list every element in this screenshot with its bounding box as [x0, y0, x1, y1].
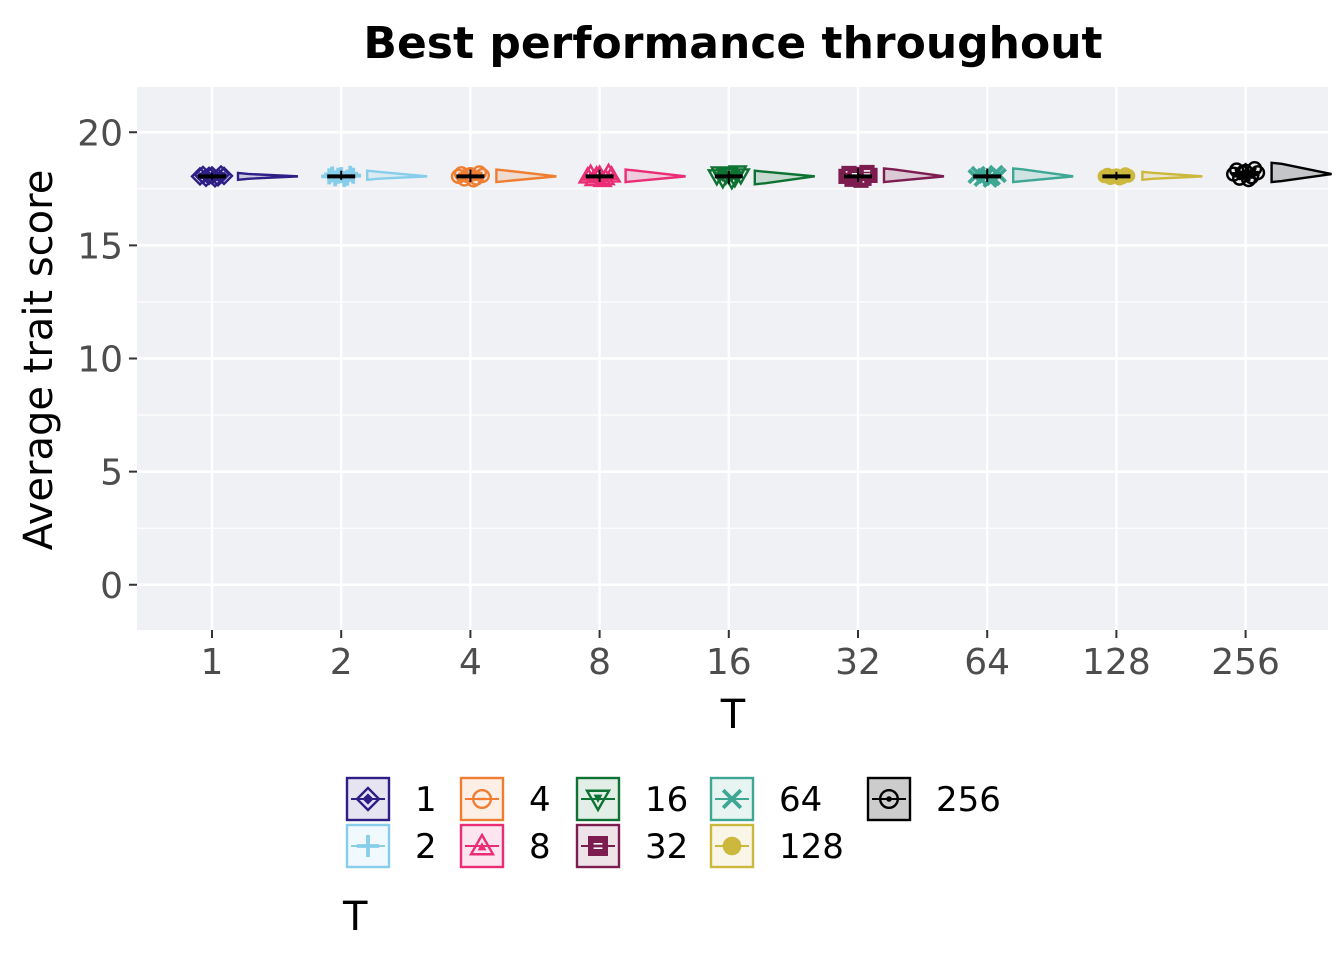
violin — [624, 168, 686, 184]
series-16 — [706, 165, 815, 191]
legend-label: 8 — [529, 827, 551, 867]
y-tick-label: 10 — [77, 340, 123, 381]
violin — [753, 169, 815, 186]
x-axis: 1 2 4 8 16 32 64 128 256 — [201, 630, 1280, 683]
legend-label: 64 — [779, 780, 822, 820]
legend-title: T — [342, 894, 368, 940]
x-tick-label: 32 — [835, 642, 881, 683]
x-tick-label: 64 — [964, 642, 1010, 683]
y-axis: 0 5 10 15 20 — [77, 113, 137, 607]
legend-key-marker — [472, 789, 493, 810]
legend-item-256: 256 — [866, 776, 1001, 822]
series-32 — [838, 164, 945, 188]
y-tick-label: 0 — [100, 566, 123, 607]
legend-label: 16 — [645, 780, 688, 820]
legend-label: 128 — [779, 827, 844, 867]
x-tick-label: 2 — [330, 642, 353, 683]
y-axis-title: Average trait score — [16, 170, 62, 551]
series-4 — [450, 165, 557, 188]
series-2 — [321, 165, 428, 187]
violin — [236, 171, 299, 182]
legend-key-marker — [721, 788, 743, 810]
x-tick-label: 1 — [201, 642, 224, 683]
legend-item-64: 64 — [709, 776, 822, 822]
legend-item-2: 2 — [345, 823, 437, 869]
legend-item-4: 4 — [459, 776, 551, 822]
y-tick-label: 15 — [77, 226, 123, 267]
data-point — [727, 165, 748, 183]
series-1 — [190, 164, 299, 189]
legend-key-marker — [722, 836, 742, 856]
legend-key-marker — [468, 832, 496, 856]
data-marks — [190, 161, 1332, 191]
legend-label: 256 — [936, 780, 1001, 820]
chart-title: Best performance throughout — [363, 18, 1102, 69]
legend-key-marker — [879, 789, 900, 810]
x-tick-label: 256 — [1211, 642, 1280, 683]
legend-item-8: 8 — [459, 823, 551, 869]
violin — [1270, 161, 1332, 184]
legend-item-32: 32 — [575, 823, 688, 869]
violin — [495, 168, 557, 184]
x-tick-label: 16 — [706, 642, 752, 683]
data-point — [1118, 167, 1133, 182]
legend-key-marker — [584, 789, 612, 813]
series-64 — [967, 164, 1074, 189]
legend-key-marker — [357, 835, 379, 857]
legend-label: 1 — [415, 780, 437, 820]
grid — [137, 87, 1328, 630]
legend-label: 32 — [645, 827, 688, 867]
x-axis-title: T — [720, 692, 746, 738]
violin — [1012, 167, 1074, 184]
legend-label: 4 — [529, 780, 551, 820]
series-128 — [1097, 167, 1203, 186]
data-point — [342, 165, 359, 182]
x-tick-label: 8 — [588, 642, 611, 683]
legend: 1 2 4 8 16 32 64 128 256 — [345, 776, 1001, 869]
y-tick-label: 20 — [77, 113, 123, 154]
legend-label: 2 — [415, 827, 437, 867]
series-256 — [1225, 161, 1332, 188]
legend-item-16: 16 — [575, 776, 688, 822]
violin — [366, 169, 428, 182]
violin — [1141, 170, 1203, 182]
legend-key-marker — [588, 836, 609, 857]
legend-item-128: 128 — [709, 823, 844, 869]
x-tick-label: 4 — [459, 642, 482, 683]
series-8 — [577, 162, 686, 188]
x-tick-label: 128 — [1082, 642, 1151, 683]
y-tick-label: 5 — [100, 453, 123, 494]
legend-key-marker — [355, 786, 381, 812]
violin — [882, 167, 945, 184]
legend-item-1: 1 — [345, 776, 437, 822]
